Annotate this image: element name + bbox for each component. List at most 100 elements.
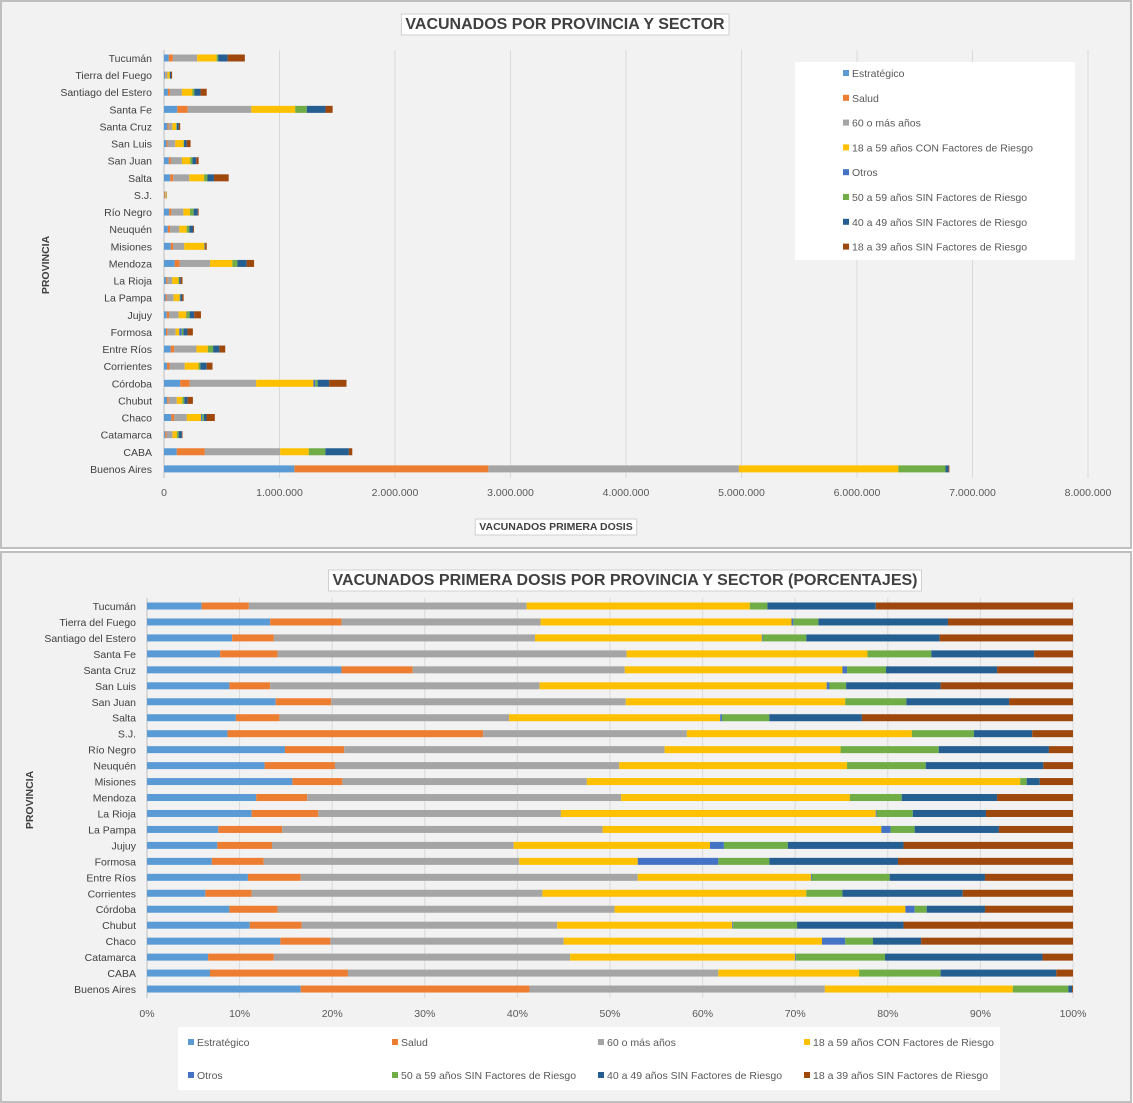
bar-segment	[208, 953, 274, 961]
y-tick-label: Catamarca	[101, 430, 153, 442]
bar-segment	[181, 431, 183, 439]
bar-segment	[180, 294, 183, 302]
legend-label: 18 a 59 años CON Factores de Riesgo	[852, 142, 1033, 154]
bar-segment	[178, 122, 181, 130]
chart2-y-axis-title: PROVINCIA	[24, 770, 36, 829]
y-tick-label: Santa Cruz	[99, 121, 152, 133]
bar-segment	[165, 294, 167, 302]
bar-segment	[237, 259, 247, 267]
bar-segment	[147, 666, 342, 674]
bar-segment	[180, 379, 190, 387]
bar-segment	[168, 54, 173, 62]
bar-segment	[749, 602, 768, 610]
y-tick-label: San Luis	[111, 139, 152, 151]
legend-swatch	[804, 1039, 810, 1045]
bar-segment	[325, 448, 349, 456]
bar-segment	[173, 294, 180, 302]
bar-segment	[164, 396, 168, 404]
bar-segment	[898, 465, 946, 473]
chart1-x-axis-title: VACUNADOS PRIMERA DOSIS	[479, 521, 632, 533]
bar-segment	[867, 650, 932, 658]
bar-segment	[184, 140, 187, 148]
bar-segment	[227, 730, 484, 738]
bar-segment	[165, 191, 167, 199]
bar-segment	[168, 396, 177, 404]
bar-segment	[170, 225, 180, 233]
bar-segment	[197, 54, 217, 62]
chart2-title: VACUNADOS PRIMERA DOSIS POR PROVINCIA Y …	[333, 572, 918, 589]
y-tick-label: Neuquén	[93, 761, 136, 773]
x-tick-label: 100%	[1060, 1008, 1087, 1020]
bar-segment	[849, 794, 902, 802]
legend-swatch	[843, 144, 849, 151]
bar-segment	[147, 650, 221, 658]
y-tick-label: Formosa	[95, 856, 137, 868]
bar-segment	[962, 889, 1073, 897]
bar-segment	[330, 937, 564, 945]
x-tick-label: 2.000.000	[372, 487, 419, 499]
bar-segment	[251, 809, 319, 817]
bar-segment	[637, 857, 719, 865]
bar-segment	[796, 953, 886, 961]
bar-segment	[175, 140, 184, 148]
bar-segment	[182, 396, 185, 404]
bar-segment	[272, 841, 514, 849]
bar-segment	[165, 431, 167, 439]
bar-segment	[186, 414, 202, 422]
legend-swatch	[392, 1072, 398, 1078]
bar-segment	[187, 396, 193, 404]
bar-segment	[1039, 778, 1073, 786]
bar-segment	[732, 921, 734, 929]
x-tick-label: 40%	[507, 1008, 528, 1020]
bar-segment	[187, 328, 193, 336]
bar-segment	[277, 905, 615, 913]
bar-segment	[1034, 650, 1073, 658]
bar-segment	[179, 259, 211, 267]
bar-segment	[186, 311, 188, 319]
bar-segment	[179, 225, 187, 233]
bar-segment	[219, 345, 226, 353]
chart2-legend	[178, 1027, 1000, 1090]
bar-segment	[168, 122, 173, 130]
bar-segment	[270, 682, 540, 690]
bar-segment	[300, 985, 530, 993]
bar-segment	[172, 54, 198, 62]
bar-segment	[529, 985, 825, 993]
bar-segment	[170, 242, 174, 250]
x-tick-label: 4.000.000	[603, 487, 650, 499]
bar-segment	[810, 873, 812, 881]
bar-segment	[165, 71, 168, 79]
bar-segment	[189, 208, 194, 216]
bar-segment	[806, 634, 940, 642]
bar-segment	[204, 448, 281, 456]
bar-segment	[275, 698, 332, 706]
bar-segment	[168, 157, 171, 165]
bar-segment	[829, 682, 847, 690]
bar-segment	[911, 730, 974, 738]
x-tick-label: 90%	[970, 1008, 991, 1020]
bar-segment	[890, 825, 915, 833]
bar-segment	[164, 414, 172, 422]
bar-segment	[1042, 953, 1073, 961]
bar-segment	[147, 809, 252, 817]
legend-swatch	[843, 119, 849, 126]
y-tick-label: Entre Ríos	[102, 344, 152, 356]
bar-segment	[147, 730, 228, 738]
legend-label: Salud	[401, 1037, 428, 1049]
bar-segment	[280, 448, 309, 456]
bar-segment	[948, 465, 950, 473]
bar-segment	[147, 921, 250, 929]
bar-segment	[184, 242, 205, 250]
bar-segment	[280, 937, 331, 945]
bar-segment	[526, 602, 750, 610]
bar-segment	[170, 174, 174, 182]
y-tick-label: La Pampa	[88, 824, 136, 836]
bar-segment	[341, 618, 541, 626]
bar-segment	[202, 414, 204, 422]
bar-segment	[325, 105, 333, 113]
bar-segment	[762, 634, 807, 642]
bar-segment	[624, 666, 843, 674]
y-tick-label: Buenos Aires	[90, 464, 152, 476]
bar-segment	[183, 328, 188, 336]
legend-label: 60 o más años	[852, 118, 921, 130]
